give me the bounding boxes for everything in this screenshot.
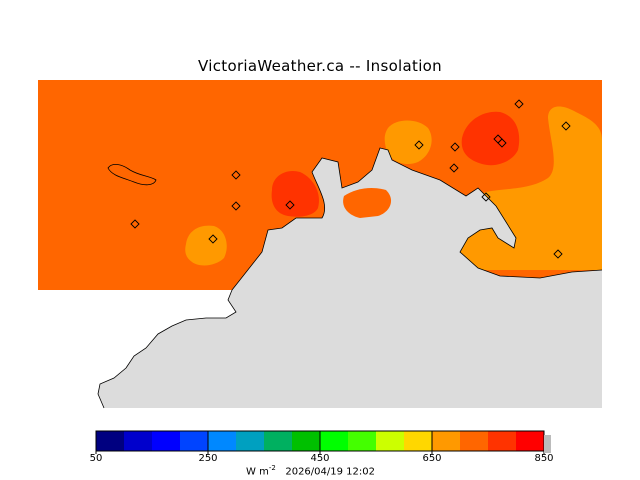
legend-swatch <box>320 431 349 451</box>
island-west <box>107 164 157 186</box>
coastline <box>97 147 603 409</box>
legend-swatch <box>124 431 153 451</box>
water-area <box>38 148 602 408</box>
legend-swatch <box>96 431 125 451</box>
station-marker-icon[interactable] <box>561 121 571 131</box>
station-marker-icon[interactable] <box>231 201 241 211</box>
legend-units-and-time: W m-2 2026/04/19 12:02 <box>246 464 375 477</box>
insolation-contour-650-north <box>384 120 432 165</box>
legend-swatch <box>208 431 237 451</box>
station-marker-icon[interactable] <box>208 234 218 244</box>
units-exponent: -2 <box>268 464 276 472</box>
station-marker-icon[interactable] <box>414 140 424 150</box>
station-marker-icon[interactable] <box>553 249 563 259</box>
insolation-contour-750-east <box>461 111 520 166</box>
legend-swatch <box>152 431 181 451</box>
station-marker-icon[interactable] <box>231 170 241 180</box>
legend-swatch <box>264 431 293 451</box>
legend-swatch <box>432 431 461 451</box>
legend-tick-50: 50 <box>89 453 103 464</box>
station-marker-icon[interactable] <box>130 219 140 229</box>
insolation-contour-750-center <box>271 170 320 217</box>
legend-swatch <box>348 431 377 451</box>
legend-swatch <box>376 431 405 451</box>
peninsula <box>343 188 392 218</box>
station-marker-icon[interactable] <box>285 200 295 210</box>
legend-swatch <box>404 431 433 451</box>
map-title: VictoriaWeather.ca -- Insolation <box>198 57 442 75</box>
units-label: W m <box>246 466 269 478</box>
station-marker-icon[interactable] <box>497 138 507 148</box>
station-marker-icon[interactable] <box>450 142 460 152</box>
legend-tick-850: 850 <box>534 453 554 464</box>
station-marker-icon[interactable] <box>481 192 491 202</box>
insolation-contour-650-west <box>185 225 227 266</box>
legend-swatch <box>236 431 265 451</box>
station-markers <box>130 99 571 259</box>
outside-domain <box>38 290 236 408</box>
legend-swatch <box>516 431 545 451</box>
legend-swatch <box>292 431 321 451</box>
legend-swatch <box>488 431 517 451</box>
station-marker-icon[interactable] <box>449 163 459 173</box>
legend-swatch <box>460 431 489 451</box>
legend-swatch <box>180 431 209 451</box>
station-marker-icon[interactable] <box>514 99 524 109</box>
timestamp: 2026/04/19 12:02 <box>285 466 375 478</box>
legend-tick-450: 450 <box>310 453 330 464</box>
legend-tick-250: 250 <box>198 453 218 464</box>
legend-tick-650: 650 <box>422 453 442 464</box>
